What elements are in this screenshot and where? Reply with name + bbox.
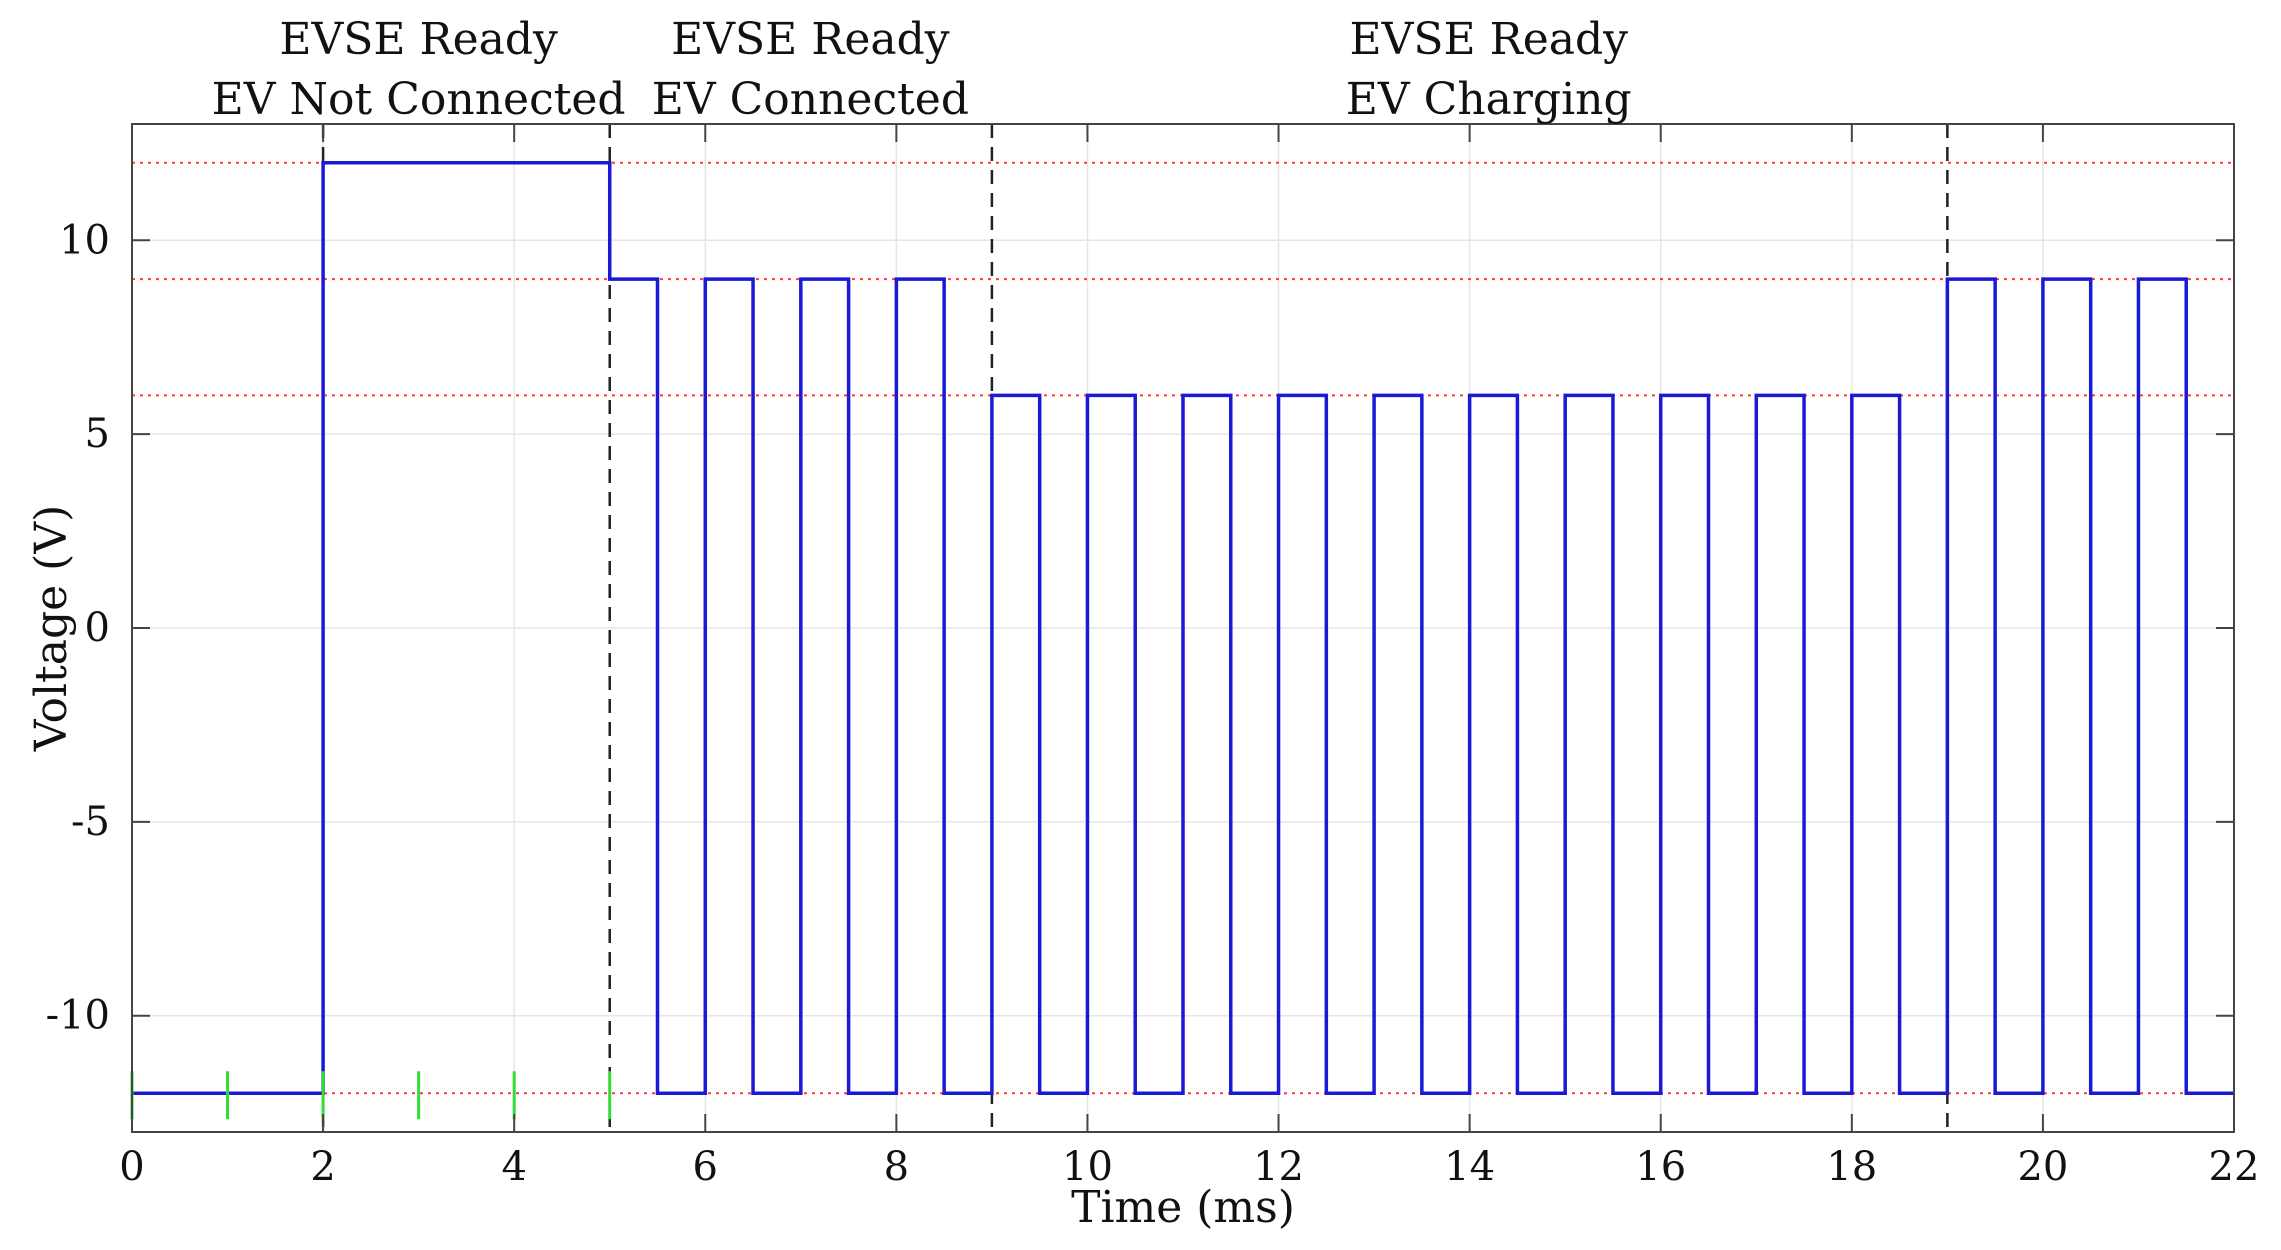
y-tick-label: -10 xyxy=(46,993,110,1039)
x-tick-label: 16 xyxy=(1635,1144,1686,1190)
x-tick-label: 18 xyxy=(1826,1144,1877,1190)
series-layer xyxy=(132,161,2234,1095)
phase-annotation-line1: EVSE Ready xyxy=(279,14,558,65)
x-tick-label: 22 xyxy=(2209,1144,2260,1190)
series-line xyxy=(132,161,2234,1095)
x-axis-label: Time (ms) xyxy=(1071,1182,1295,1233)
phase-annotation-line2: EV Charging xyxy=(1346,74,1632,125)
x-tick-label: 0 xyxy=(119,1144,144,1190)
y-axis-label: Voltage (V) xyxy=(26,505,77,753)
y-tick-label: 5 xyxy=(85,411,110,457)
x-tick-label: 6 xyxy=(693,1144,718,1190)
y-tick-label: -5 xyxy=(71,799,110,845)
x-tick-label: 12 xyxy=(1253,1144,1304,1190)
x-tick-label: 2 xyxy=(310,1144,335,1190)
x-tick-label: 14 xyxy=(1444,1144,1495,1190)
x-tick-label: 8 xyxy=(884,1144,909,1190)
phase-annotation-line1: EVSE Ready xyxy=(671,14,950,65)
x-tick-label: 4 xyxy=(501,1144,526,1190)
y-tick-label: 10 xyxy=(59,217,110,263)
x-tick-label: 20 xyxy=(2017,1144,2068,1190)
phase-annotations: EVSE Ready EV Not Connected EVSE Ready EV C… xyxy=(212,14,1632,125)
phase-annotation-line2: EV Connected xyxy=(652,74,969,125)
y-tick-label: 0 xyxy=(85,605,110,651)
x-tick-label: 10 xyxy=(1062,1144,1113,1190)
phase-annotation-line1: EVSE Ready xyxy=(1349,14,1628,65)
axis-ticks: 0 2 4 6 8 10 12 14 16 18 20 22 -10 -5 0 5 10 xyxy=(46,124,2260,1190)
green-markers xyxy=(130,1071,612,1120)
phase-annotation-line2: EV Not Connected xyxy=(212,74,626,125)
